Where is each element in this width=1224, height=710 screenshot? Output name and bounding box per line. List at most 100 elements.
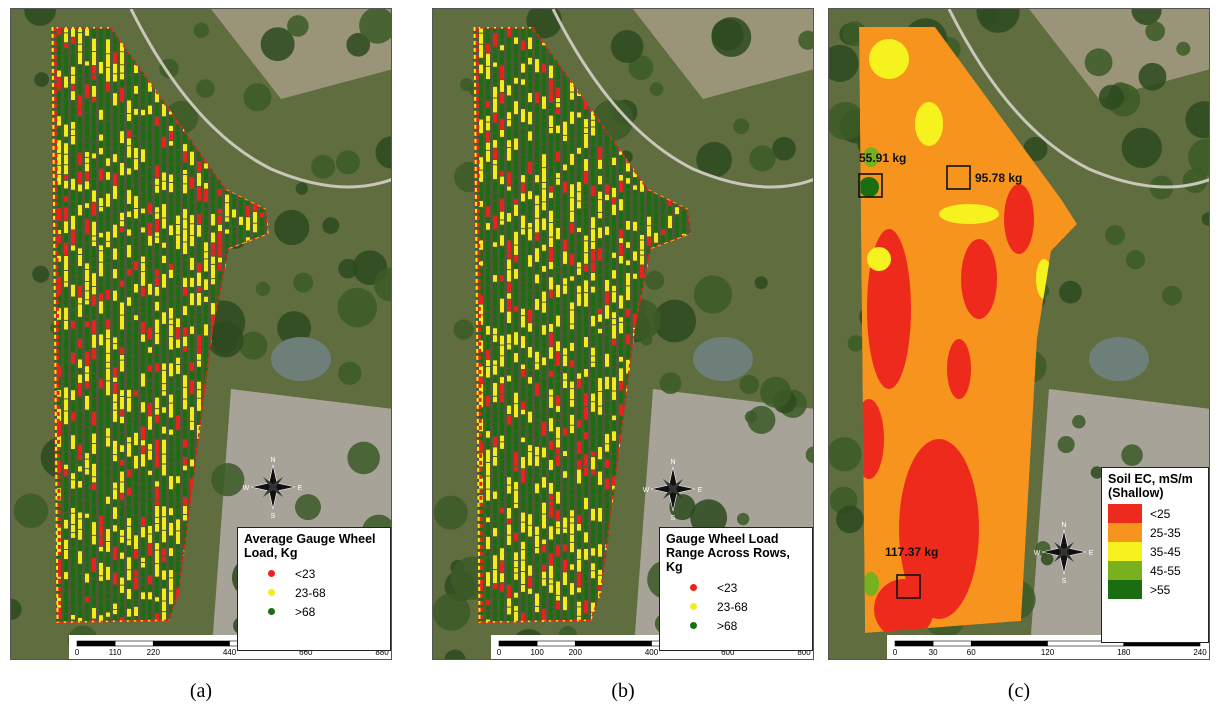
tree [311,155,335,179]
legend-label: 45-55 [1150,564,1181,578]
legend: Gauge Wheel Load Range Across Rows, Kg <2… [659,527,813,651]
tree [1139,63,1167,91]
map-panel: NESW0100200400600800FeetGauge Wheel Load… [432,8,814,660]
legend-label: <23 [295,567,315,581]
legend-label: >68 [717,619,737,633]
legend-item: 23-68 [666,597,806,616]
caption: (b) [593,680,653,703]
tree [660,372,682,394]
annotation: 55.91 kg [859,151,906,165]
ec-zone [947,339,971,399]
legend-item: <25 [1108,504,1202,523]
legend-swatch [690,584,697,591]
legend-label: >68 [295,605,315,619]
compass-letter: N [270,457,275,464]
compass-letter: N [1061,522,1066,529]
tree [1122,128,1162,168]
scale-segment [537,641,575,646]
ec-zone [867,247,891,271]
tree [1162,286,1182,306]
scale-label: 240 [1193,648,1207,657]
scale-label: 400 [645,648,659,657]
legend-item: <23 [666,578,806,597]
scale-label: 220 [147,648,161,657]
tree [256,282,270,296]
scale-segment [971,641,1047,646]
legend-swatch [1108,580,1142,599]
tree [1059,281,1082,304]
ec-zone [863,572,879,596]
compass-letter: E [1089,550,1094,557]
compass-letter: N [670,459,675,466]
tree [454,319,474,339]
tree [293,273,313,293]
caption: (a) [171,680,231,703]
legend-swatch [268,608,275,615]
legend-item: 35-45 [1108,542,1202,561]
tree [14,493,48,527]
compass-letter: E [298,485,303,492]
legend-swatch [1108,504,1142,523]
scale-label: 0 [497,648,502,657]
legend-title: Gauge Wheel Load Range Across Rows, Kg [666,532,806,574]
ec-zone [1004,184,1034,254]
scale-label: 120 [1041,648,1055,657]
tree [733,118,749,134]
scale-segment [115,641,153,646]
tree [848,335,864,351]
tree [336,150,360,174]
tree [1085,48,1113,76]
tree [1126,250,1145,269]
tree [338,362,361,385]
map-panel: NESW03060120180240Meters55.91 kg95.78 kg… [828,8,1210,660]
scale-label: 440 [223,648,237,657]
legend-swatch [268,570,275,577]
pond [693,337,753,381]
tree [296,182,308,194]
pond [1089,337,1149,381]
tree [611,30,644,63]
tree [244,83,272,111]
scale-label: 30 [929,648,938,657]
legend-label: 23-68 [717,600,748,614]
tree [1041,553,1053,565]
tree [433,593,470,631]
scale-label: 110 [109,648,122,657]
tree [772,137,796,161]
tree [194,23,210,39]
compass-letter: S [271,513,276,520]
scale-segment [77,641,115,646]
scale-segment [153,641,229,646]
tree [287,15,309,37]
tree [1121,444,1143,466]
tree [737,513,749,525]
scale-label: 60 [967,648,976,657]
legend-swatch [1108,542,1142,561]
legend-item: >68 [666,616,806,635]
page: NESW0110220440660880FeetAverage Gauge Wh… [0,0,1224,710]
legend-item: 23-68 [244,583,384,602]
tree [274,210,309,245]
tree [211,463,244,496]
scale-segment [933,641,971,646]
tree [1072,415,1085,428]
tree [295,494,321,520]
compass-letter: W [643,487,650,494]
legend-label: <23 [717,581,737,595]
tree [745,411,757,423]
compass-letter: S [671,515,676,522]
scale-segment [895,641,933,646]
compass-letter: W [1034,550,1041,557]
legend-swatch [690,603,697,610]
tree [1145,21,1165,41]
legend-swatch [1108,523,1142,542]
tree [694,275,732,313]
legend: Average Gauge Wheel Load, Kg<2323-68>68 [237,527,391,651]
tree [760,377,791,408]
legend-item: >55 [1108,580,1202,599]
legend-title: Soil EC, mS/m (Shallow) [1108,472,1202,500]
ec-zone [961,239,997,319]
ec-zone [939,204,999,224]
tree [239,332,267,360]
tree [1058,436,1075,453]
